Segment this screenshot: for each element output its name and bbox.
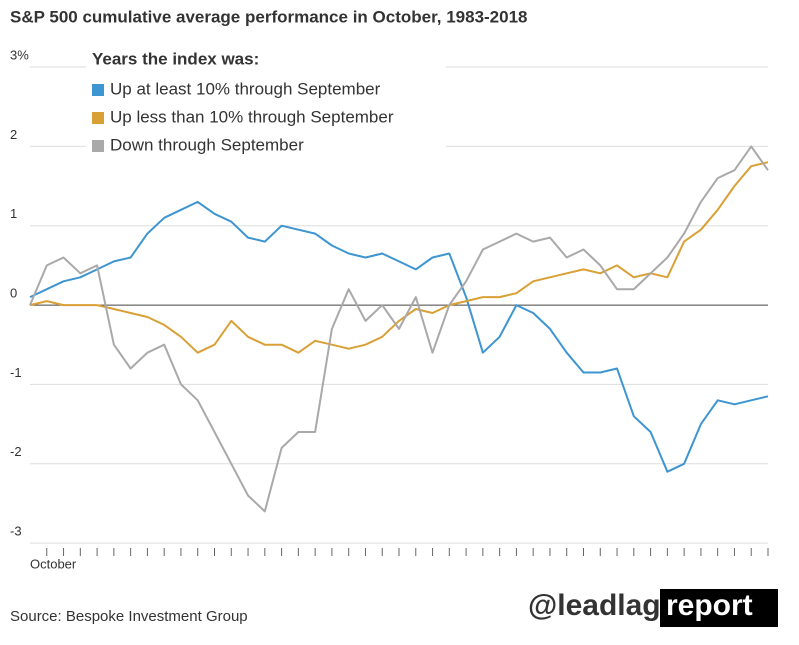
watermark-prefix: @leadlag <box>528 589 661 622</box>
legend-swatch <box>92 84 104 96</box>
legend-label: Up at least 10% through September <box>110 79 381 98</box>
legend-swatch <box>92 140 104 152</box>
legend-label: Up less than 10% through September <box>110 107 394 126</box>
legend-swatch <box>92 112 104 124</box>
chart-title: S&P 500 cumulative average performance i… <box>10 7 528 26</box>
x-tick-label: October <box>30 556 77 571</box>
y-tick-label: 0 <box>10 286 17 301</box>
y-tick-label: -1 <box>10 365 22 380</box>
y-tick-label: 3% <box>10 47 29 62</box>
y-tick-label: 1 <box>10 206 17 221</box>
watermark-suffix: report <box>666 589 753 622</box>
watermark-box <box>660 589 778 627</box>
legend-box <box>86 42 446 162</box>
plot-area: -3 -2 -1 0 1 2 3% October <box>10 47 769 571</box>
legend: Up at least 10% through September Up less… <box>92 79 394 154</box>
series-line <box>29 161 769 354</box>
y-tick-label: 2 <box>10 127 17 142</box>
legend-title: Years the index was: <box>92 49 259 68</box>
source: Source: Bespoke Investment Group <box>10 608 248 625</box>
y-tick-label: -2 <box>10 444 22 459</box>
y-tick-label: -3 <box>10 524 22 539</box>
legend-label: Down through September <box>110 135 304 154</box>
series-line <box>29 200 769 473</box>
series-line <box>29 145 769 513</box>
